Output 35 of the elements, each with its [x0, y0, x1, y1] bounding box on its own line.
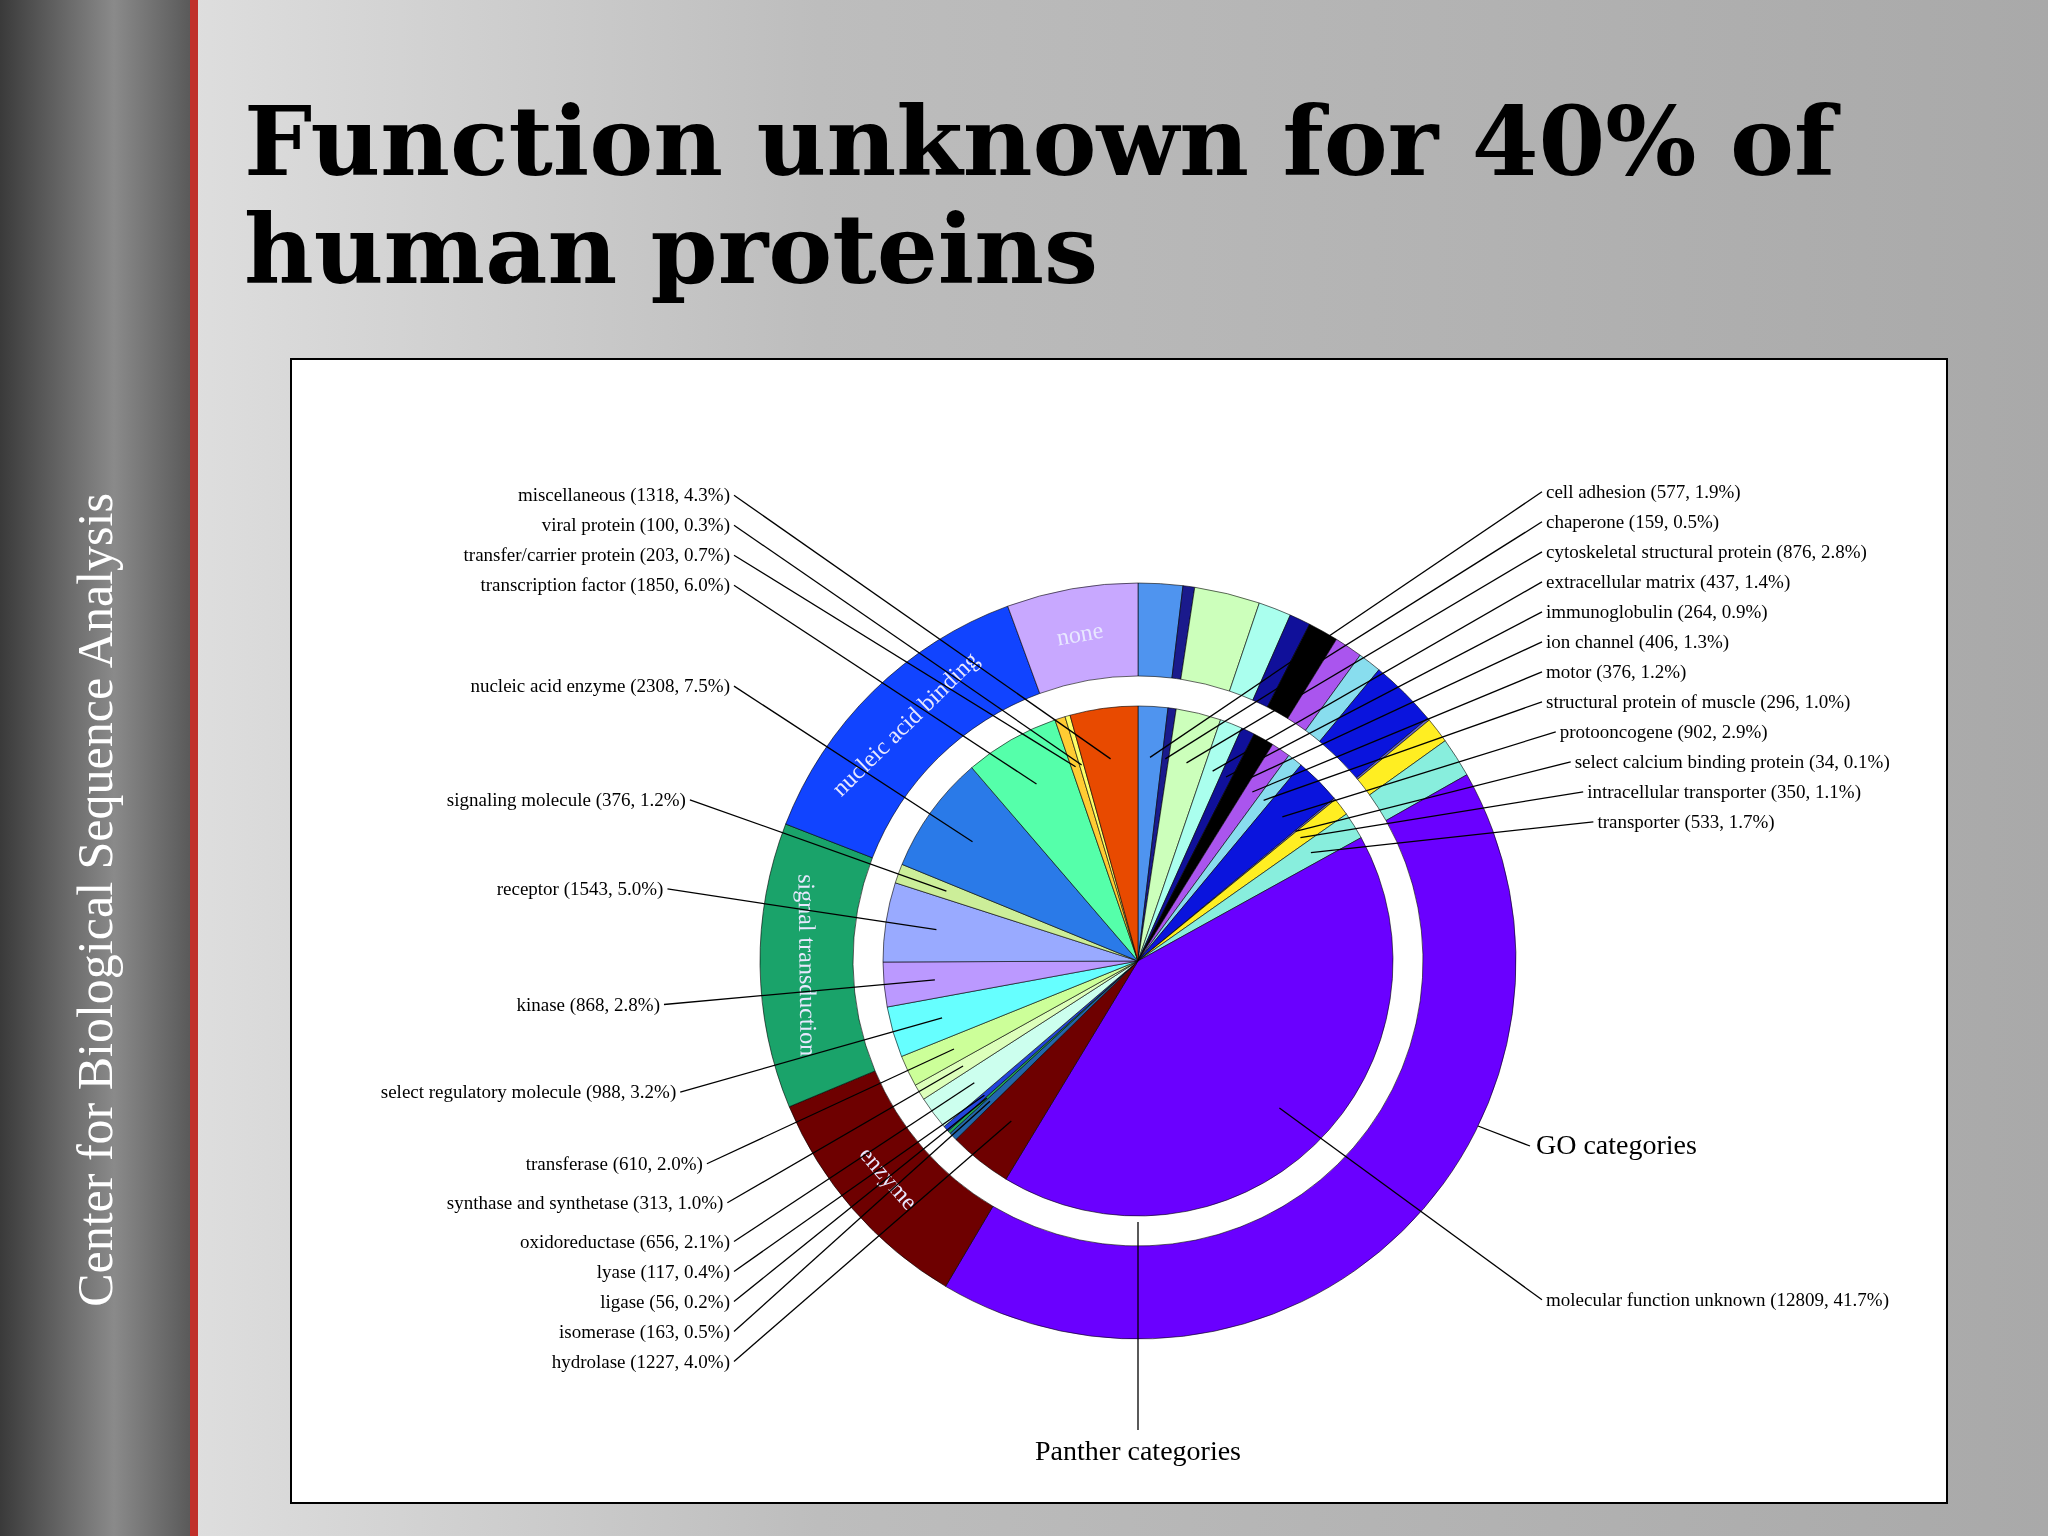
slice-label: receptor (1543, 5.0%) — [496, 877, 664, 900]
slice-label: molecular function unknown (12809, 41.7%) — [1546, 1288, 1889, 1311]
slice-label: extracellular matrix (437, 1.4%) — [1546, 570, 1791, 593]
slice-label: isomerase (163, 0.5%) — [559, 1320, 730, 1343]
chart-title: Function unknown for 40% of human proteins — [244, 85, 1842, 306]
slice-label: none — [1054, 616, 1106, 651]
slice-label: structural protein of muscle (296, 1.0%) — [1546, 690, 1851, 713]
slice-label: ion channel (406, 1.3%) — [1546, 630, 1730, 653]
slice-label: signaling molecule (376, 1.2%) — [446, 788, 686, 811]
slice-label: transferase (610, 2.0%) — [525, 1152, 703, 1175]
slice-label: signal transduction — [793, 874, 822, 1057]
slice-label: cell adhesion (577, 1.9%) — [1546, 480, 1741, 503]
slice-label: transporter (533, 1.7%) — [1597, 810, 1775, 833]
slice-label: miscellaneous (1318, 4.3%) — [517, 484, 730, 507]
slice-label: select regulatory molecule (988, 3.2%) — [380, 1081, 677, 1104]
slice-label: transfer/carrier protein (203, 0.7%) — [463, 544, 730, 567]
slice-label: transcription factor (1850, 6.0%) — [480, 574, 730, 597]
slice-label: immunoglobulin (264, 0.9%) — [1546, 600, 1768, 623]
slice-label: kinase (868, 2.8%) — [516, 993, 660, 1016]
slice-label: viral protein (100, 0.3%) — [541, 514, 730, 537]
slice-label: synthase and synthetase (313, 1.0%) — [446, 1191, 724, 1214]
slice-label: chaperone (159, 0.5%) — [1546, 510, 1720, 533]
text: Center for Biological Sequence Analysis — [66, 493, 124, 1307]
slice-label: protooncogene (902, 2.9%) — [1559, 720, 1768, 743]
slice-label: motor (376, 1.2%) — [1546, 660, 1687, 683]
slice-label: lyase (117, 0.4%) — [596, 1260, 730, 1283]
slice-label: hydrolase (1227, 4.0%) — [551, 1350, 730, 1373]
text: GO categories — [1536, 1129, 1697, 1160]
slice-label: oxidoreductase (656, 2.1%) — [520, 1230, 730, 1253]
slice-label: nucleic acid enzyme (2308, 7.5%) — [470, 675, 730, 698]
text: Panther categories — [1034, 1435, 1242, 1466]
slice-label: select calcium binding protein (34, 0.1%) — [1574, 750, 1890, 773]
slice-label: cytoskeletal structural protein (876, 2.8%) — [1546, 540, 1867, 563]
slice-label: ligase (56, 0.2%) — [600, 1290, 730, 1313]
slice-label: intracellular transporter (350, 1.1%) — [1587, 780, 1862, 803]
